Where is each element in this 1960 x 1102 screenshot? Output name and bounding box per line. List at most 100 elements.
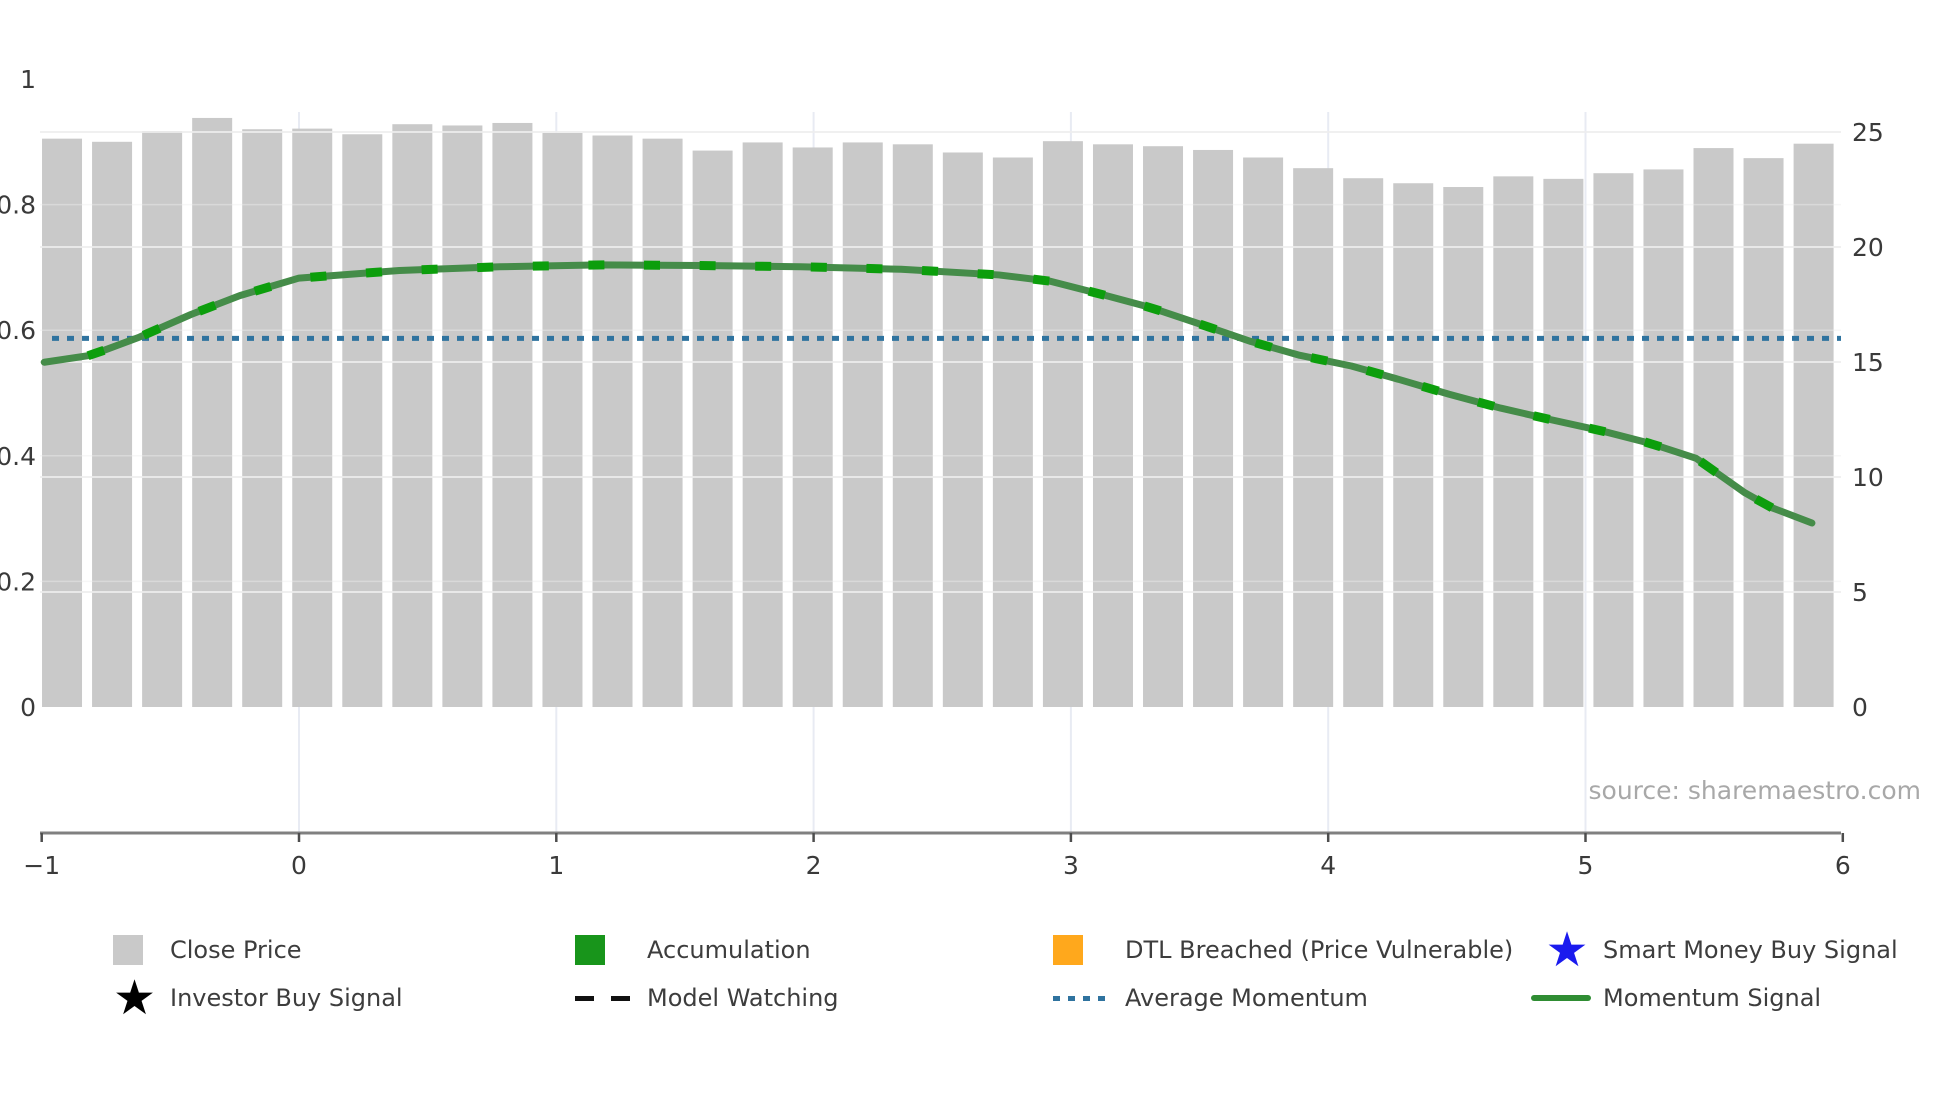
x-tick-label: −1 — [23, 851, 60, 880]
y-right-tick-label: 20 — [1852, 233, 1884, 262]
legend-item-momentum-signal: Momentum Signal — [1531, 976, 1821, 1020]
x-tick-label: 5 — [1578, 851, 1594, 880]
legend-label: Momentum Signal — [1603, 984, 1822, 1012]
legend-item-average-momentum: Average Momentum — [1053, 976, 1368, 1020]
accumulation-dash — [477, 262, 494, 273]
y-right-tick-label: 0 — [1852, 693, 1868, 722]
x-tick-label: 2 — [806, 851, 822, 880]
green-line-icon — [1531, 976, 1603, 1020]
black-star-icon: ★ — [113, 970, 157, 1026]
legend-item-accumulation: Accumulation — [575, 928, 811, 972]
legend-label: Smart Money Buy Signal — [1603, 936, 1898, 964]
accumulation-dash — [141, 324, 162, 340]
dtl-breached-swatch-icon — [1053, 928, 1125, 972]
close-price-bar — [692, 150, 733, 708]
accumulation-dash — [1697, 457, 1719, 477]
accumulation-dash — [1310, 353, 1329, 366]
x-tick-label: 6 — [1835, 851, 1851, 880]
accumulation-dash — [1087, 286, 1106, 300]
close-price-bar — [1143, 146, 1184, 708]
accumulation-dash — [1143, 301, 1162, 316]
close-price-bar — [992, 157, 1033, 707]
close-price-bar — [542, 133, 583, 707]
close-price-bar — [842, 142, 883, 708]
accumulation-dash — [1032, 274, 1050, 286]
close-price-bar — [1393, 183, 1434, 708]
accumulation-dash — [1588, 423, 1607, 437]
close-price-bar — [1643, 169, 1684, 707]
y-right-tick-label: 25 — [1852, 118, 1884, 147]
close-price-bar — [142, 131, 183, 707]
y-left-tick-label: 0.4 — [0, 442, 36, 471]
legend-label: Model Watching — [647, 984, 839, 1012]
y-right-tick-label: 10 — [1852, 463, 1884, 492]
accumulation-dash — [977, 269, 994, 280]
close-price-bar — [492, 122, 533, 707]
close-price-bar — [392, 124, 433, 707]
legend-label: Average Momentum — [1125, 984, 1368, 1012]
close-price-bar — [42, 138, 83, 707]
close-price-bar — [1193, 149, 1234, 708]
source-note: source: sharemaestro.com — [1588, 776, 1922, 805]
legend-label: Close Price — [170, 936, 302, 964]
accumulation-dash — [1365, 366, 1385, 380]
close-price-bar — [1092, 144, 1133, 707]
legend-item-smart-money: ★ Smart Money Buy Signal — [1531, 922, 1898, 978]
close-price-bar — [1042, 141, 1083, 707]
legend-item-model-watching: Model Watching — [575, 976, 839, 1020]
accumulation-dash — [921, 266, 939, 276]
accumulation-dash — [1198, 319, 1218, 334]
close-price-bar — [1793, 143, 1834, 707]
close-price-bar — [742, 142, 783, 708]
close-price-bar — [1243, 157, 1284, 707]
accumulation-dash — [1753, 495, 1775, 512]
close-price-bar — [592, 135, 633, 707]
y-right-tick-label: 5 — [1852, 578, 1868, 607]
legend-label: DTL Breached (Price Vulnerable) — [1125, 936, 1514, 964]
close-price-bar — [292, 128, 333, 707]
close-price-bar — [192, 117, 233, 708]
close-price-bar — [1493, 176, 1534, 708]
accumulation-swatch-icon — [575, 928, 647, 972]
accumulation-dash — [365, 267, 383, 278]
accumulation-dash — [197, 300, 217, 316]
close-price-bar — [1693, 148, 1734, 707]
legend-item-close-price: Close Price — [113, 928, 302, 972]
legend-item-investor-buy: ★ Investor Buy Signal — [113, 970, 403, 1026]
close-price-bar — [1543, 178, 1584, 708]
close-price-bar — [892, 144, 933, 707]
momentum-line — [40, 261, 1816, 527]
y-left-tick-label: 0.8 — [0, 191, 36, 220]
y-left-tick-label: 0.6 — [0, 316, 36, 345]
accumulation-dash — [1254, 338, 1273, 352]
close-price-bar — [1293, 168, 1334, 707]
blue-star-icon: ★ — [1545, 922, 1589, 978]
close-price-bar — [1443, 187, 1484, 708]
x-tick-label: 0 — [291, 851, 307, 880]
legend-item-dtl-breached: DTL Breached (Price Vulnerable) — [1053, 928, 1513, 972]
close-price-bar — [342, 134, 383, 707]
y-left-tick-label: 0 — [20, 693, 36, 722]
blue-dotted-line-icon — [1053, 976, 1125, 1020]
close-price-bar — [1343, 178, 1384, 707]
legend-label: Accumulation — [647, 936, 811, 964]
accumulation-dash — [1532, 411, 1551, 424]
accumulation-dash — [310, 271, 327, 282]
x-tick-label: 1 — [548, 851, 564, 880]
y-right-tick-label: 15 — [1852, 348, 1884, 377]
accumulation-dash — [1421, 382, 1440, 396]
close-price-bar — [642, 138, 683, 707]
x-tick-label: 4 — [1320, 851, 1336, 880]
close-price-bar — [242, 129, 283, 708]
close-price-bar — [1743, 158, 1784, 708]
accumulation-dash — [1643, 437, 1663, 452]
accumulation-dash — [421, 264, 438, 275]
legend-label: Investor Buy Signal — [170, 984, 403, 1012]
accumulation-dash — [253, 282, 273, 296]
close-price-bar — [92, 141, 133, 708]
black-dashed-line-icon — [575, 976, 647, 1020]
y-left-tick-label: 0.2 — [0, 567, 36, 596]
accumulation-dash — [86, 346, 106, 360]
